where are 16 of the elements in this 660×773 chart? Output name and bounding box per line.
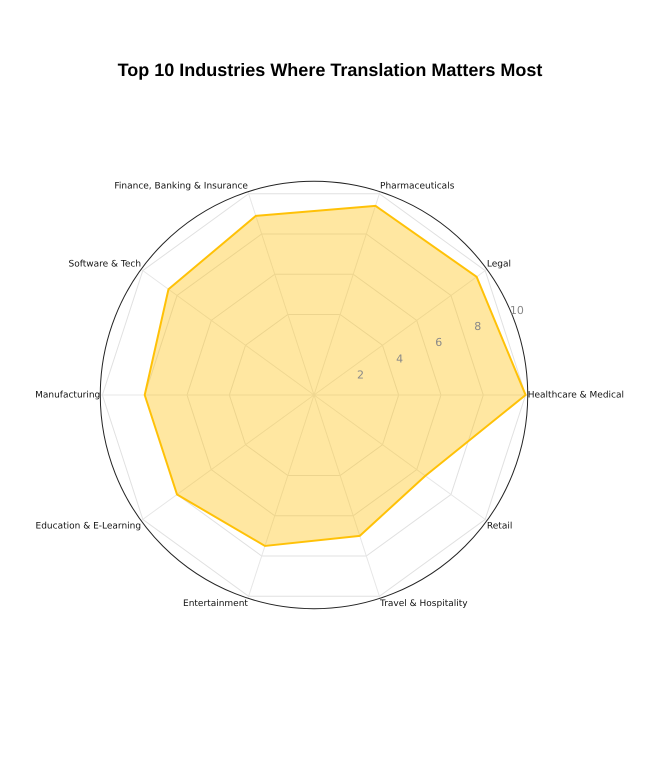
- spoke-label: Retail: [486, 521, 512, 532]
- y-tick-label: 6: [435, 336, 442, 350]
- spoke-label: Education & E-Learning: [36, 521, 142, 532]
- spoke-label: Pharmaceuticals: [380, 182, 455, 192]
- spoke-label: Manufacturing: [35, 390, 100, 400]
- y-tick-label: 2: [356, 368, 364, 382]
- spoke-label: Travel & Hospitality: [379, 599, 468, 610]
- spoke-label: Healthcare & Medical: [528, 390, 624, 400]
- spoke-label: Entertainment: [183, 599, 248, 610]
- spoke-label: Legal: [486, 259, 512, 270]
- y-tick-label: 4: [396, 352, 404, 366]
- chart-title: Top 10 Industries Where Translation Matters Most: [118, 60, 542, 80]
- y-tick-label: 8: [474, 320, 482, 334]
- spoke-label: Software & Tech: [68, 259, 142, 270]
- spoke-label: Finance, Banking & Insurance: [114, 182, 248, 192]
- y-tick-label: 10: [510, 304, 524, 317]
